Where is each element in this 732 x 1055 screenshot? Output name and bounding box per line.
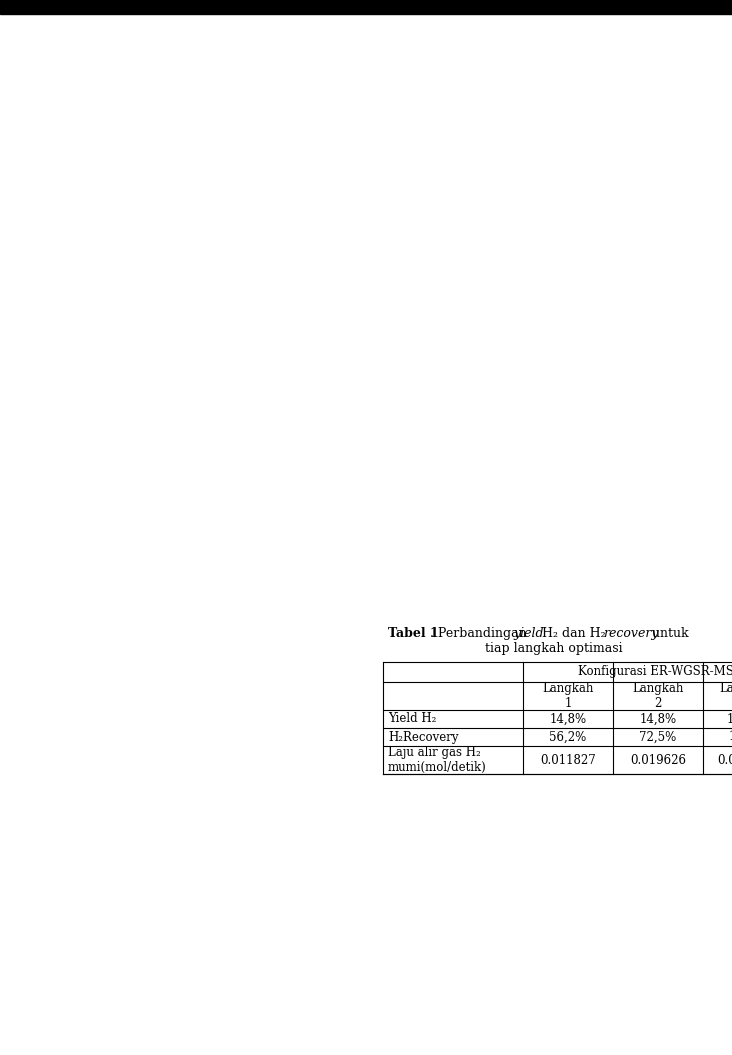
Text: Laju alir gas H₂
mumi(mol/detik): Laju alir gas H₂ mumi(mol/detik) [388, 746, 487, 774]
Text: 17,9%: 17,9% [727, 712, 732, 726]
Text: 100%: 100% [729, 730, 732, 744]
Text: yield: yield [513, 627, 543, 640]
Text: Tabel 1: Tabel 1 [388, 627, 438, 640]
Text: H₂Recovery: H₂Recovery [388, 730, 458, 744]
Text: 14,8%: 14,8% [640, 712, 676, 726]
Text: Langkah
3: Langkah 3 [720, 682, 732, 710]
Text: Konfigurasi ER-WGSR-MS: Konfigurasi ER-WGSR-MS [578, 666, 732, 678]
Text: 0.011827: 0.011827 [540, 753, 596, 767]
Bar [0, 0, 732, 14]
Text: 14,8%: 14,8% [550, 712, 586, 726]
Text: recovery: recovery [603, 627, 659, 640]
Text: H₂ dan H₂: H₂ dan H₂ [538, 627, 605, 640]
Text: Langkah
2: Langkah 2 [632, 682, 684, 710]
Text: . Perbandingan: . Perbandingan [430, 627, 531, 640]
Text: Yield H₂: Yield H₂ [388, 712, 436, 726]
Text: 56,2%: 56,2% [550, 730, 586, 744]
Text: 0.034273: 0.034273 [717, 753, 732, 767]
Text: 72,5%: 72,5% [639, 730, 676, 744]
Text: tiap langkah optimasi: tiap langkah optimasi [485, 642, 623, 655]
Text: untuk: untuk [648, 627, 689, 640]
Text: Langkah
1: Langkah 1 [542, 682, 594, 710]
Text: 0.019626: 0.019626 [630, 753, 686, 767]
